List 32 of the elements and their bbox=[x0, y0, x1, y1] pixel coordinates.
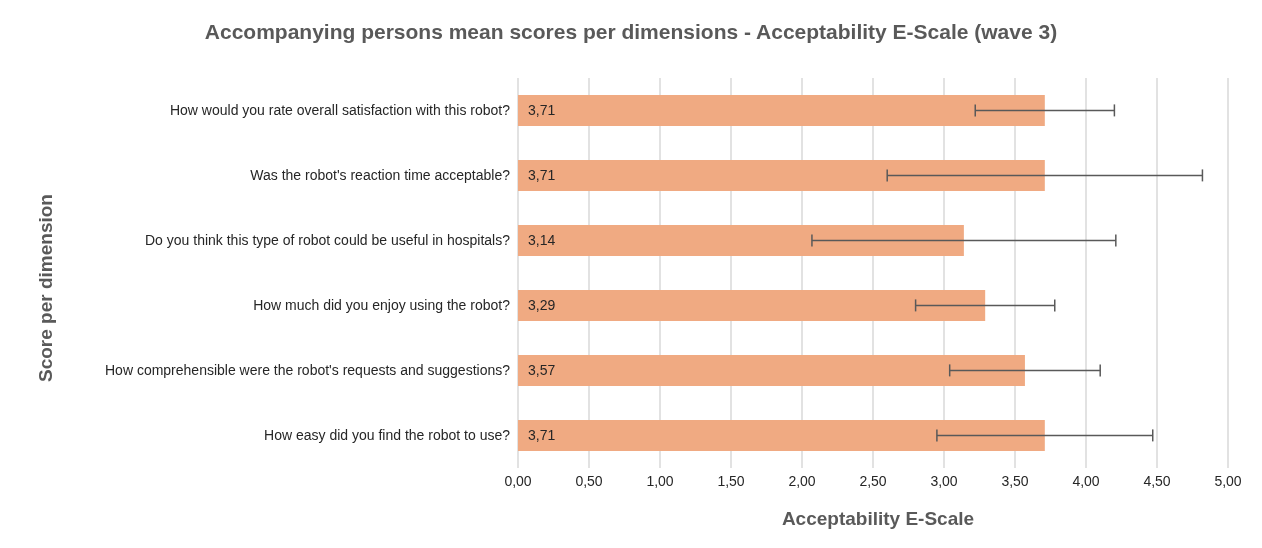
x-tick-label: 2,50 bbox=[859, 472, 887, 489]
x-tick-label: 2,00 bbox=[788, 472, 816, 489]
data-label: 3,71 bbox=[528, 167, 556, 184]
x-tick-label: 5,00 bbox=[1214, 472, 1242, 489]
chart-title: Accompanying persons mean scores per dimensions - Acceptability E-Scale (wave 3) bbox=[203, 20, 1059, 44]
x-tick-label: 4,50 bbox=[1143, 472, 1171, 489]
x-tick-label: 0,50 bbox=[575, 472, 603, 489]
data-label: 3,57 bbox=[528, 362, 556, 379]
bar bbox=[518, 94, 1045, 126]
y-tick-label: Was the robot's reaction time acceptable? bbox=[250, 167, 511, 184]
y-tick-label: How much did you enjoy using the robot? bbox=[253, 297, 511, 314]
x-tick-label: 4,00 bbox=[1072, 472, 1100, 489]
y-tick-label: Do you think this type of robot could be useful in hospitals? bbox=[145, 232, 511, 249]
bar bbox=[518, 354, 1025, 386]
data-label: 3,14 bbox=[528, 232, 556, 249]
data-label: 3,71 bbox=[528, 102, 556, 119]
bar bbox=[518, 419, 1045, 451]
x-tick-label: 0,00 bbox=[504, 472, 532, 489]
y-tick-label: How comprehensible were the robot's requests and suggestions? bbox=[104, 362, 511, 379]
x-tick-label: 1,50 bbox=[717, 472, 745, 489]
x-tick-label: 3,50 bbox=[1001, 472, 1029, 489]
y-tick-label: How easy did you find the robot to use? bbox=[264, 427, 511, 444]
bar bbox=[518, 289, 986, 321]
x-tick-label: 1,00 bbox=[646, 472, 674, 489]
x-tick-label: 3,00 bbox=[930, 472, 958, 489]
x-axis-title: Acceptability E-Scale bbox=[780, 508, 976, 530]
bar bbox=[518, 159, 1045, 191]
data-label: 3,29 bbox=[528, 297, 556, 314]
y-axis-title: Score per dimension bbox=[35, 194, 57, 382]
bar bbox=[518, 224, 964, 256]
y-tick-label: How would you rate overall satisfaction with this robot? bbox=[169, 102, 511, 119]
data-label: 3,71 bbox=[528, 427, 556, 444]
